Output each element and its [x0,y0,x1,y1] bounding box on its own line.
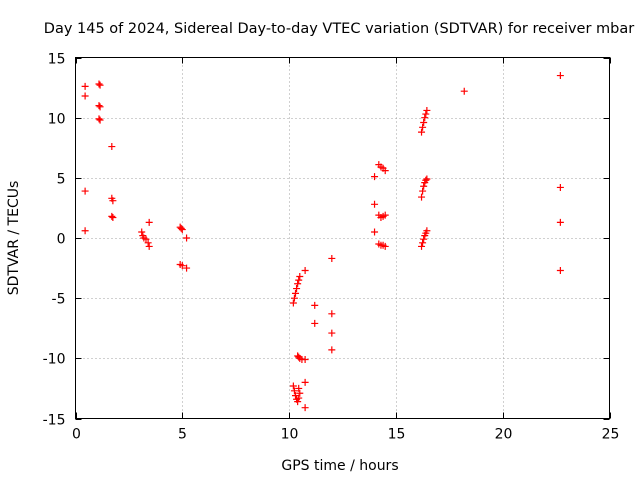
x-tick-label: 0 [72,427,81,443]
grid [75,57,610,419]
data-point [556,218,564,226]
data-point [95,80,103,88]
y-tick-label: 10 [48,112,66,128]
data-point [295,276,303,284]
data-point [294,398,302,406]
data-point [292,289,300,297]
x-tick-label: 25 [602,427,620,443]
data-point [144,239,152,247]
y-tick-label: 0 [57,232,66,248]
data-point [96,116,104,124]
data-point [423,106,431,114]
axis-ticks: 0 5 10 15 20 25 -15 -10 -5 0 5 10 15 [43,52,620,443]
data-point [418,242,426,250]
data-point [145,242,153,250]
data-point [109,197,117,205]
data-point [419,123,427,131]
y-tick-label: -10 [43,352,66,368]
data-point [420,235,428,243]
data-point [81,82,89,90]
data-point [328,254,336,262]
y-axis-label: SDTVAR / TECUs [6,181,22,296]
data-point [293,285,301,293]
data-point [96,103,104,111]
y-tick-label: -15 [43,413,66,429]
data-point [301,404,309,412]
x-axis-label: GPS time / hours [281,458,398,474]
data-point [328,346,336,354]
data-point [371,173,379,181]
data-point [290,387,298,395]
data-point [423,227,431,235]
data-point [296,273,304,281]
data-point [81,187,89,195]
data-point [142,235,150,243]
data-point [95,102,103,110]
data-point [371,228,379,236]
data-point [177,224,185,232]
data-point [109,214,117,222]
data-point [95,115,103,123]
data-point [178,262,186,270]
data-point [295,394,303,402]
data-point [145,218,153,226]
data-point [422,110,430,118]
x-tick-label: 20 [495,427,513,443]
data-point [289,299,297,307]
data-point [311,319,319,327]
data-point [556,266,564,274]
data-point [381,211,389,219]
data-points [81,72,564,412]
x-tick-label: 5 [178,427,187,443]
data-point [301,266,309,274]
data-point [183,234,191,242]
data-point [311,301,319,309]
y-tick-label: 15 [48,52,66,68]
data-point [423,175,431,183]
data-point [556,183,564,191]
data-point [381,167,389,175]
data-point [421,114,429,122]
y-tick-label: -5 [52,292,66,308]
data-point [96,81,104,89]
x-tick-label: 10 [281,427,299,443]
data-point [183,264,191,272]
data-point [419,187,427,195]
x-tick-label: 15 [388,427,406,443]
data-point [328,310,336,318]
data-point [81,227,89,235]
data-point [420,118,428,126]
data-point [420,182,428,190]
data-point [294,280,302,288]
data-point [81,92,89,100]
data-point [418,128,426,136]
data-point [108,212,116,220]
data-point [381,242,389,250]
data-point [138,228,146,236]
data-point [296,389,304,397]
data-point [301,356,309,364]
data-point [108,143,116,151]
data-point [556,72,564,80]
data-point [301,378,309,386]
data-point [418,193,426,201]
data-point [290,294,298,302]
data-point [178,226,186,234]
data-point [460,87,468,95]
chart-title: Day 145 of 2024, Sidereal Day-to-day VTE… [44,21,634,37]
data-point [295,384,303,392]
data-point [419,239,427,247]
data-point [289,382,297,390]
data-point [371,200,379,208]
data-point [328,329,336,337]
data-point [422,176,430,184]
y-tick-label: 5 [57,172,66,188]
